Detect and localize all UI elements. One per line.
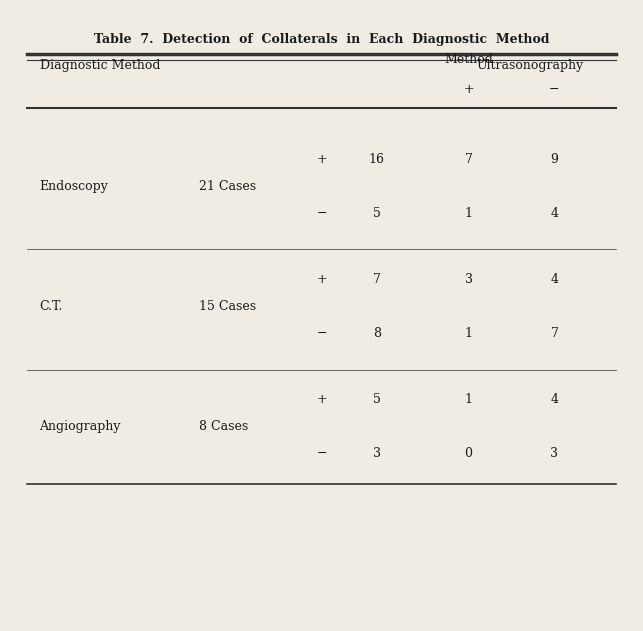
Text: +: + [316, 393, 327, 406]
Text: Diagnostic Method: Diagnostic Method [39, 59, 160, 72]
Text: 8 Cases: 8 Cases [199, 420, 248, 433]
Text: −: − [316, 207, 327, 220]
Text: 4: 4 [550, 207, 558, 220]
Text: +: + [316, 273, 327, 286]
Text: 5: 5 [373, 207, 381, 220]
Text: 15 Cases: 15 Cases [199, 300, 256, 313]
Text: Method: Method [444, 53, 493, 66]
Text: −: − [316, 447, 327, 460]
Text: 7: 7 [465, 153, 473, 166]
Text: 4: 4 [550, 273, 558, 286]
Text: 3: 3 [373, 447, 381, 460]
Text: 1: 1 [465, 207, 473, 220]
Text: 1: 1 [465, 327, 473, 340]
Text: Endoscopy: Endoscopy [39, 180, 109, 193]
Text: −: − [549, 83, 559, 96]
Text: 7: 7 [550, 327, 558, 340]
Text: 16: 16 [368, 153, 385, 166]
Text: 8: 8 [373, 327, 381, 340]
Text: 3: 3 [550, 447, 558, 460]
Text: −: − [316, 327, 327, 340]
Text: Table  7.  Detection  of  Collaterals  in  Each  Diagnostic  Method: Table 7. Detection of Collaterals in Eac… [94, 33, 549, 46]
Text: 5: 5 [373, 393, 381, 406]
Text: 1: 1 [465, 393, 473, 406]
Text: 3: 3 [465, 273, 473, 286]
Text: Ultrasonography: Ultrasonography [476, 59, 584, 72]
Text: Angiography: Angiography [39, 420, 121, 433]
Text: +: + [316, 153, 327, 166]
Text: 9: 9 [550, 153, 558, 166]
Text: 21 Cases: 21 Cases [199, 180, 256, 193]
Text: 0: 0 [465, 447, 473, 460]
Text: 4: 4 [550, 393, 558, 406]
Text: C.T.: C.T. [39, 300, 63, 313]
Text: +: + [464, 83, 474, 96]
Text: 7: 7 [373, 273, 381, 286]
